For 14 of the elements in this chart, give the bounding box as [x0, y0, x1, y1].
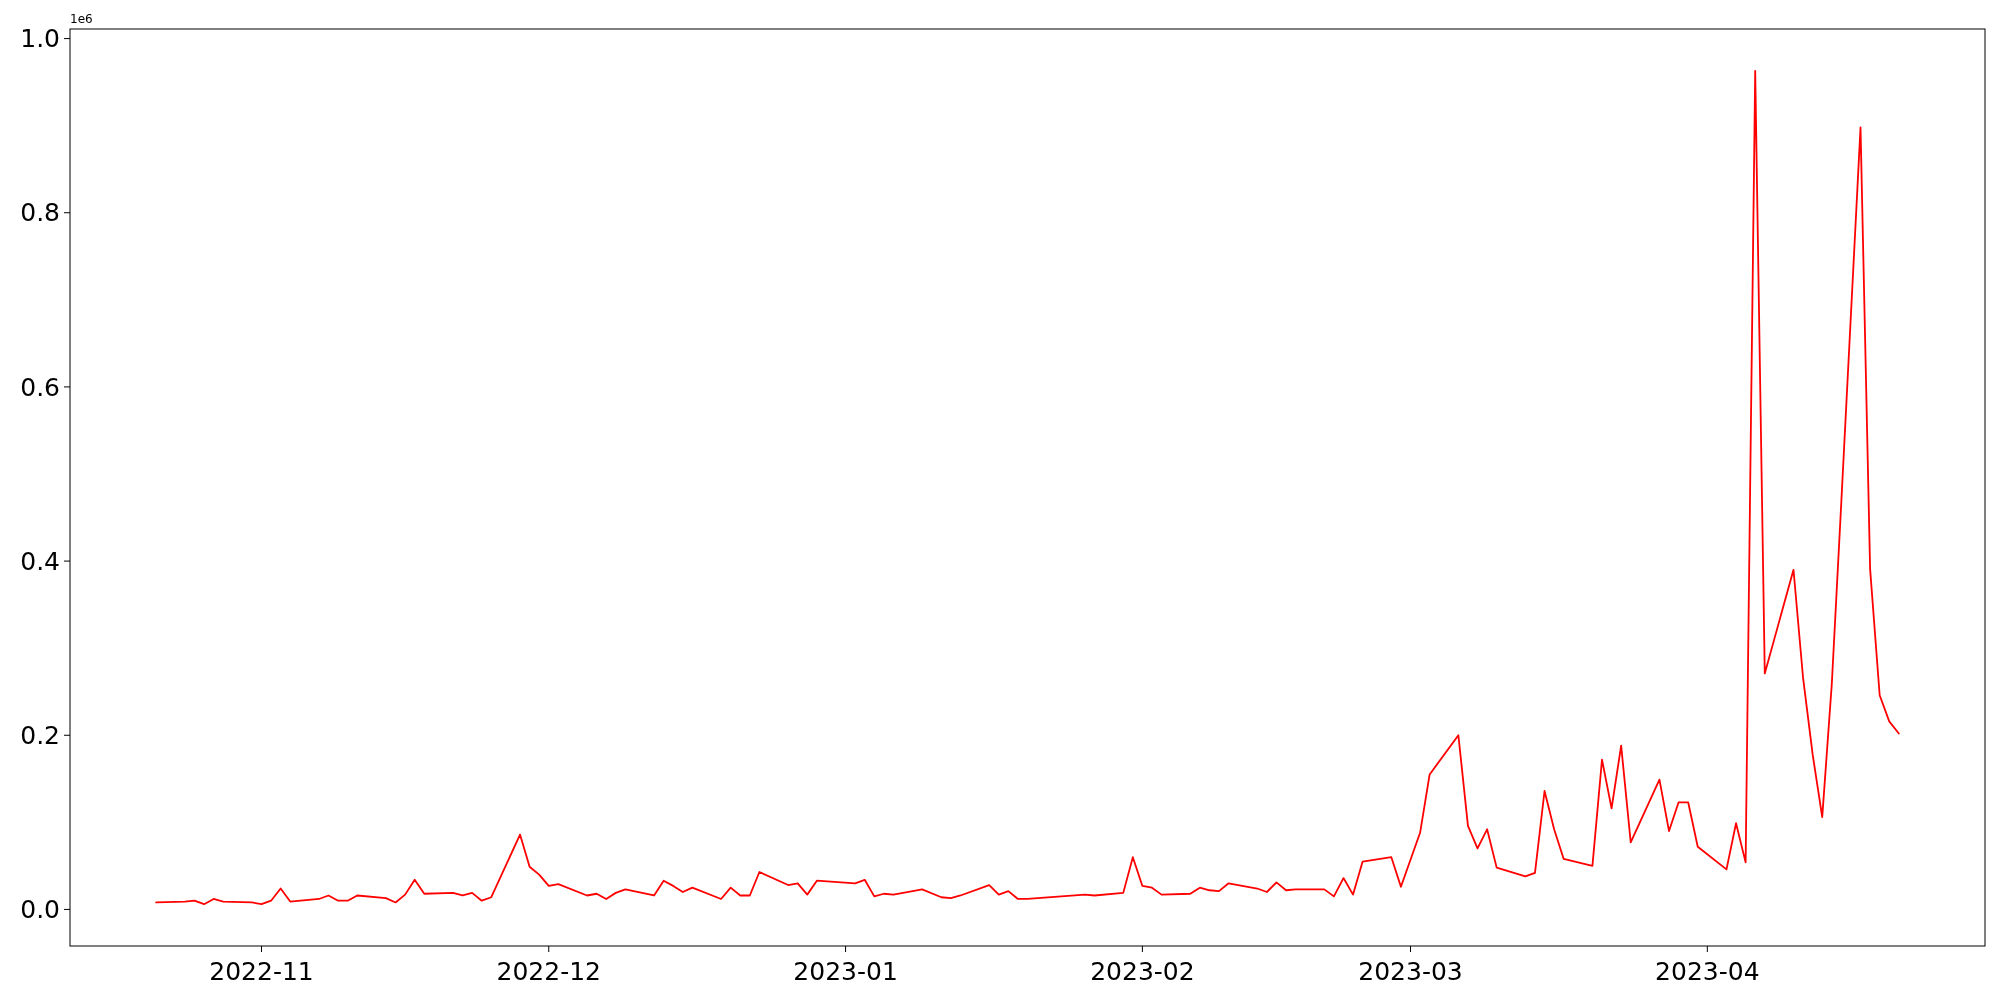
x-tick-label: 2022-11 [209, 957, 314, 986]
y-tick-label: 0.6 [20, 372, 60, 402]
y-tick-label: 0.2 [20, 721, 60, 751]
x-tick-label: 2023-01 [793, 957, 898, 986]
y-tick-label: 1.0 [20, 24, 60, 54]
line-series [155, 69, 1900, 906]
x-tick-label: 2023-04 [1655, 957, 1760, 986]
y-tick-label: 0.0 [20, 895, 60, 925]
y-tick-label: 0.8 [20, 198, 60, 228]
text: 1e6 [70, 12, 93, 26]
x-tick-label: 2023-03 [1358, 957, 1463, 986]
y-tick-label: 0.4 [20, 546, 60, 576]
x-tick-label: 2023-02 [1090, 957, 1195, 986]
x-tick-label: 2022-12 [496, 957, 601, 986]
